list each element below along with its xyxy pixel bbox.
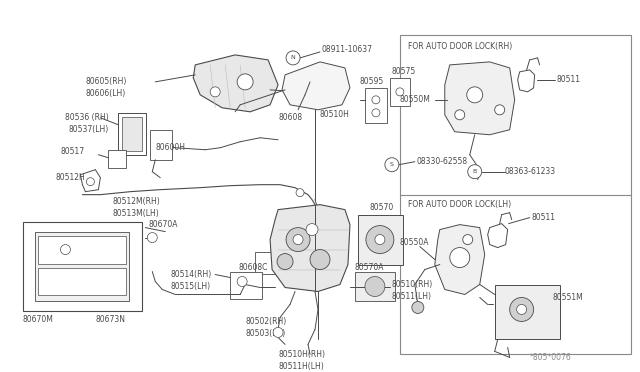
Polygon shape xyxy=(445,62,515,135)
Circle shape xyxy=(509,298,534,321)
Bar xyxy=(38,235,126,263)
Bar xyxy=(400,35,632,355)
Text: 80570A: 80570A xyxy=(355,263,385,272)
Text: 80537(LH): 80537(LH) xyxy=(68,125,109,134)
Polygon shape xyxy=(488,224,508,248)
Bar xyxy=(122,117,142,151)
Circle shape xyxy=(495,105,505,115)
Circle shape xyxy=(455,110,465,120)
Text: 80512H: 80512H xyxy=(56,173,85,182)
Text: 80536 (RH): 80536 (RH) xyxy=(65,113,109,122)
Circle shape xyxy=(385,158,399,172)
Circle shape xyxy=(468,165,482,179)
Circle shape xyxy=(412,301,424,314)
Text: N: N xyxy=(291,55,296,60)
Text: 80513M(LH): 80513M(LH) xyxy=(113,209,159,218)
Bar xyxy=(390,78,410,106)
Bar xyxy=(108,150,126,168)
Circle shape xyxy=(366,225,394,254)
Bar xyxy=(150,130,172,160)
Circle shape xyxy=(286,51,300,65)
Circle shape xyxy=(60,244,70,254)
Text: *805*0076: *805*0076 xyxy=(530,353,572,362)
Text: 80510(RH): 80510(RH) xyxy=(392,280,433,289)
Text: FOR AUTO DOOR LOCK(LH): FOR AUTO DOOR LOCK(LH) xyxy=(408,200,511,209)
Polygon shape xyxy=(518,70,534,92)
Text: 80511H(LH): 80511H(LH) xyxy=(278,362,324,371)
Circle shape xyxy=(396,88,404,96)
Bar xyxy=(495,285,559,339)
Circle shape xyxy=(467,87,483,103)
Circle shape xyxy=(86,178,94,186)
Text: S: S xyxy=(390,162,394,167)
Text: 08911-10637: 08911-10637 xyxy=(322,45,373,54)
Text: 80550A: 80550A xyxy=(400,238,429,247)
Bar xyxy=(22,222,142,311)
Circle shape xyxy=(237,276,247,286)
Bar xyxy=(230,272,262,299)
Bar xyxy=(35,232,129,301)
Circle shape xyxy=(273,327,283,337)
Circle shape xyxy=(306,224,318,235)
Text: 80670A: 80670A xyxy=(148,220,178,229)
Circle shape xyxy=(286,228,310,251)
Bar xyxy=(365,88,387,123)
Bar xyxy=(118,113,147,155)
Circle shape xyxy=(375,235,385,244)
Text: 80514(RH): 80514(RH) xyxy=(170,270,211,279)
Text: 80510H: 80510H xyxy=(320,110,350,119)
Circle shape xyxy=(296,189,304,197)
Circle shape xyxy=(210,87,220,97)
Circle shape xyxy=(310,250,330,270)
Text: 80673N: 80673N xyxy=(95,315,125,324)
Circle shape xyxy=(450,248,470,267)
Text: 80515(LH): 80515(LH) xyxy=(170,282,211,291)
Circle shape xyxy=(463,235,473,244)
Text: 80510H(RH): 80510H(RH) xyxy=(278,350,325,359)
Text: 80600H: 80600H xyxy=(156,143,186,152)
Polygon shape xyxy=(270,205,350,292)
Circle shape xyxy=(237,74,253,90)
Bar xyxy=(255,251,275,273)
Text: 80503(LH): 80503(LH) xyxy=(245,329,285,338)
Text: 80550M: 80550M xyxy=(400,95,431,104)
Circle shape xyxy=(277,254,293,270)
Text: 80570: 80570 xyxy=(370,203,394,212)
Text: 80608C: 80608C xyxy=(238,263,268,272)
Text: 80502(RH): 80502(RH) xyxy=(245,317,286,326)
Circle shape xyxy=(293,235,303,244)
Text: 80606(LH): 80606(LH) xyxy=(85,89,125,98)
Text: 80551M: 80551M xyxy=(552,293,583,302)
Text: 80512M(RH): 80512M(RH) xyxy=(113,197,160,206)
Text: 80517: 80517 xyxy=(60,147,84,156)
Bar xyxy=(358,215,403,264)
Text: 08363-61233: 08363-61233 xyxy=(505,167,556,176)
Text: 08330-62558: 08330-62558 xyxy=(417,157,468,166)
Bar xyxy=(355,272,395,301)
Text: FOR AUTO DOOR LOCK(RH): FOR AUTO DOOR LOCK(RH) xyxy=(408,42,512,51)
Text: B: B xyxy=(472,169,477,174)
Circle shape xyxy=(372,96,380,104)
Circle shape xyxy=(516,304,527,314)
Text: 80575: 80575 xyxy=(392,67,416,76)
Text: 80511: 80511 xyxy=(557,76,580,84)
Circle shape xyxy=(365,276,385,296)
Text: 80670M: 80670M xyxy=(22,315,53,324)
Polygon shape xyxy=(435,225,484,295)
Polygon shape xyxy=(193,55,278,112)
Text: 80511(LH): 80511(LH) xyxy=(392,292,432,301)
Text: 80511: 80511 xyxy=(532,213,556,222)
Text: 80608: 80608 xyxy=(278,113,302,122)
Text: 80595: 80595 xyxy=(360,77,384,86)
Circle shape xyxy=(147,232,157,243)
Text: 80605(RH): 80605(RH) xyxy=(85,77,127,86)
Bar xyxy=(38,267,126,295)
Circle shape xyxy=(372,109,380,117)
Polygon shape xyxy=(282,62,350,110)
